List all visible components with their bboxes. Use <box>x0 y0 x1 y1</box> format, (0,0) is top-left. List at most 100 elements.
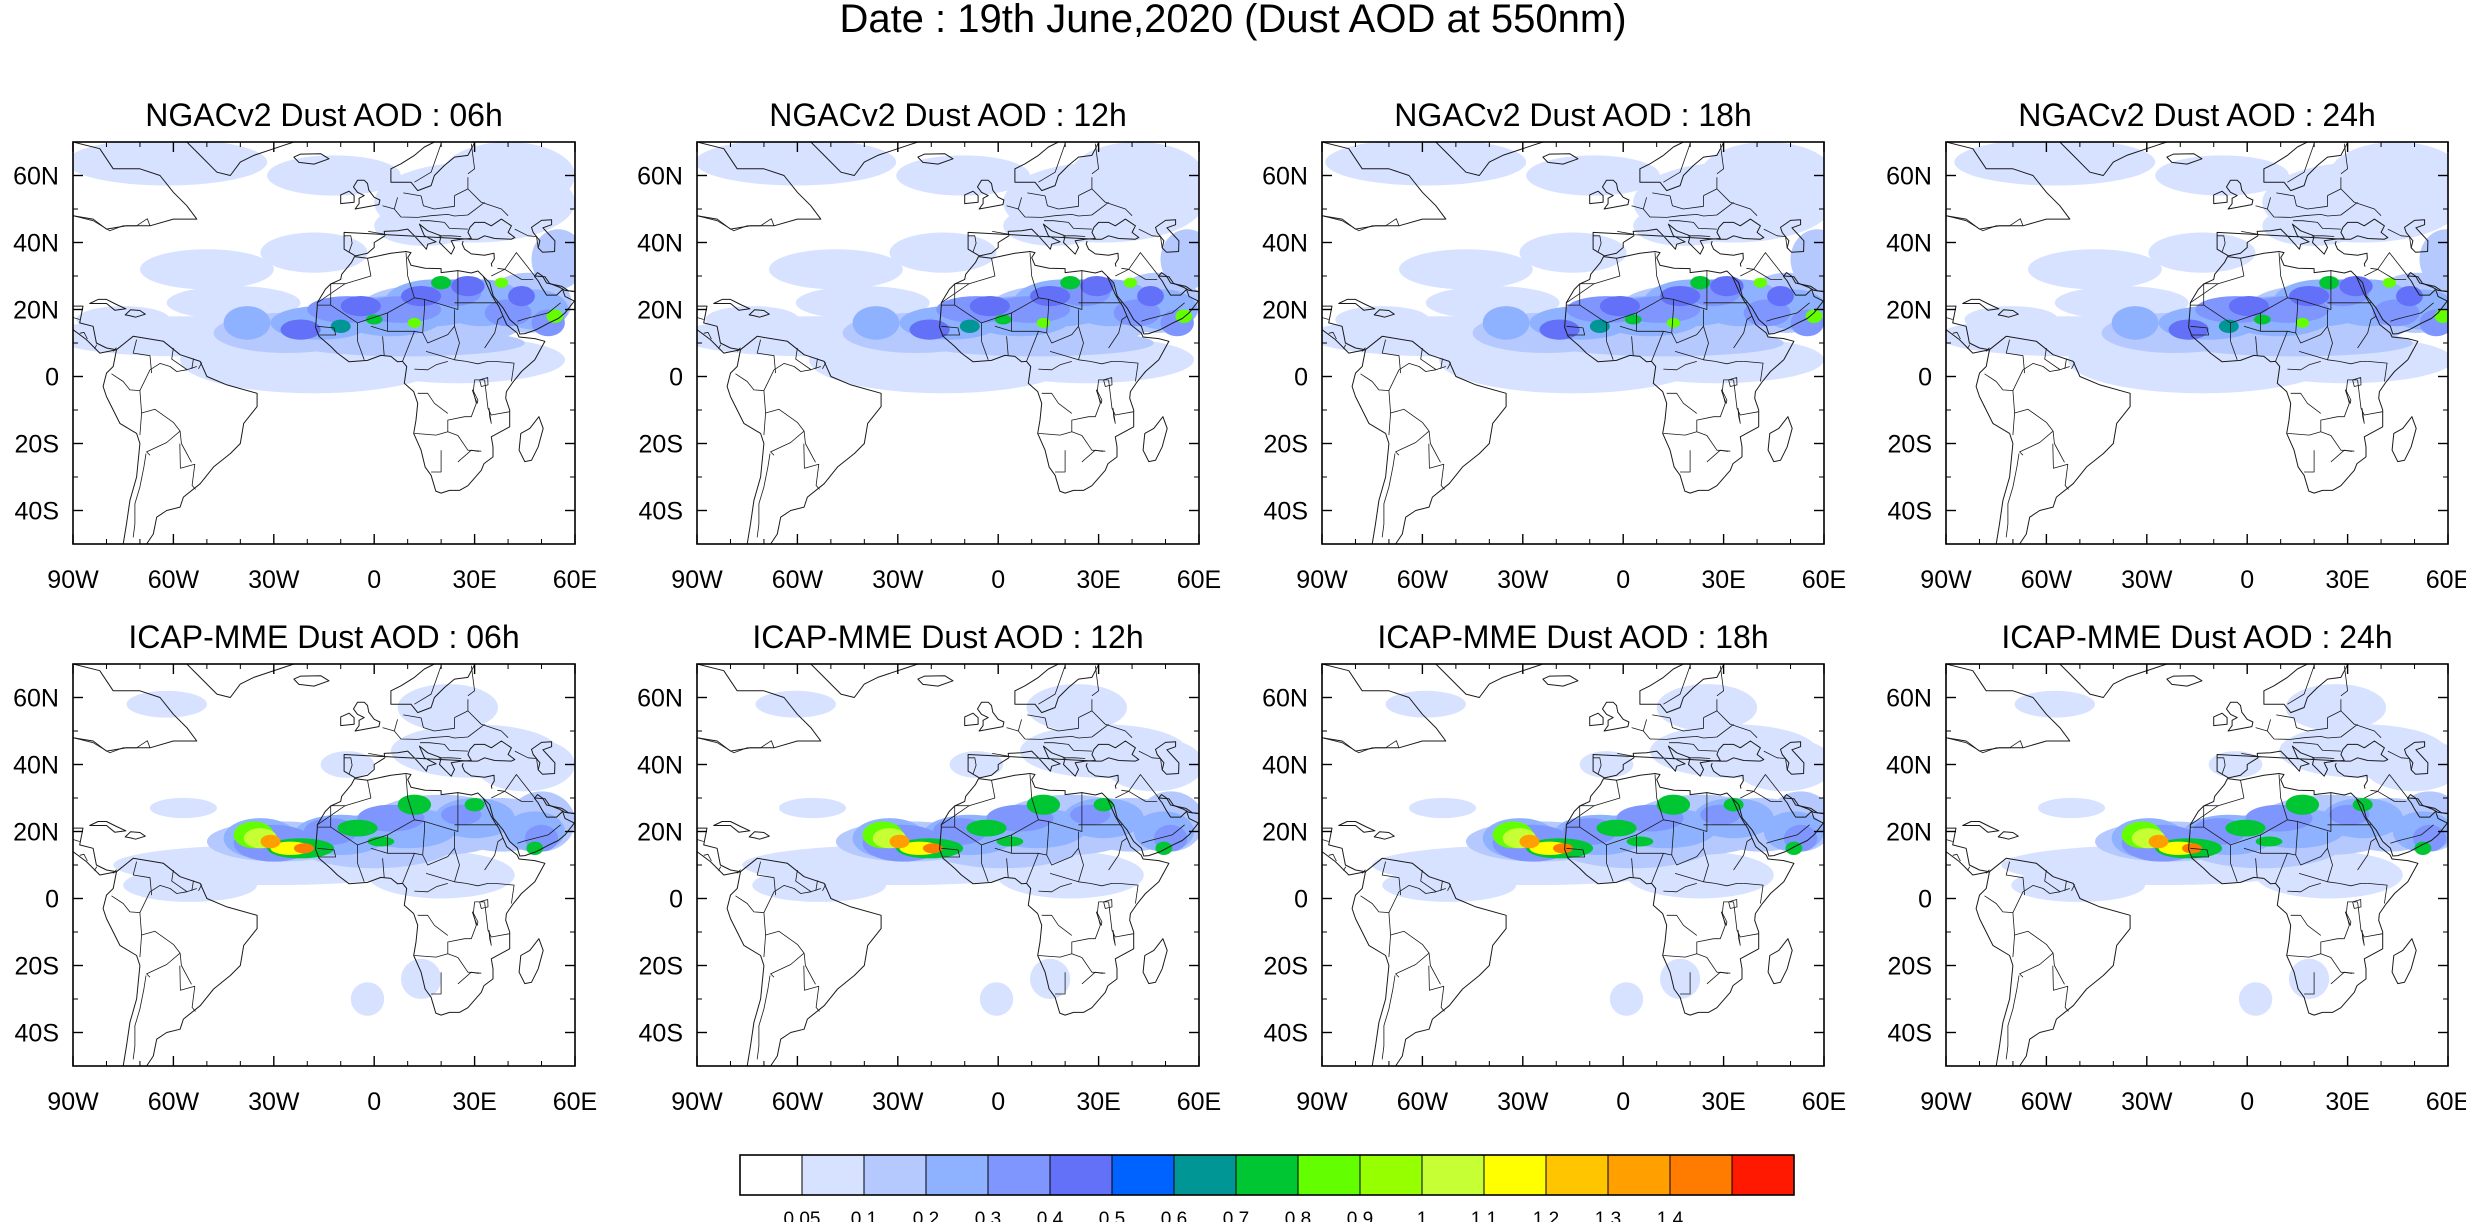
country-border <box>420 220 468 230</box>
coastline-europe <box>1592 740 1765 779</box>
aod-contour <box>889 232 997 273</box>
country-border <box>2330 449 2353 463</box>
country-border <box>2297 270 2332 310</box>
country-border <box>94 866 98 871</box>
aod-contour <box>2038 797 2105 819</box>
aod-contour <box>123 868 257 902</box>
aod-contour <box>330 319 351 333</box>
country-border <box>718 344 722 349</box>
country-border <box>1038 297 1049 333</box>
colorbar-label: 0.05 <box>784 1209 821 1222</box>
country-border <box>770 430 805 456</box>
x-tick-label: 60E <box>2426 566 2466 594</box>
map-panel: NGACv2 Dust AOD : 06h 90W 60W 30W 0 30E 60E 60N… <box>13 97 597 594</box>
country-border <box>424 270 459 310</box>
country-border <box>1038 143 1066 183</box>
country-border <box>457 971 480 985</box>
coastline-cuba <box>713 298 751 311</box>
map-panel: NGACv2 Dust AOD : 12h 90W 60W 30W 0 30E 60E 60N… <box>637 97 1221 594</box>
country-border <box>414 883 448 893</box>
country-border <box>2287 819 2298 856</box>
country-border <box>1952 331 1961 340</box>
aod-contour <box>1103 737 1199 792</box>
coastline-cuba <box>89 821 127 833</box>
country-border <box>697 317 704 320</box>
country-border <box>2287 361 2321 371</box>
country-border <box>393 197 398 210</box>
country-border <box>1048 792 1083 832</box>
country-border <box>1716 143 1724 175</box>
aod-contour <box>149 797 217 819</box>
aod-field <box>73 142 575 544</box>
coastline-scandinavia <box>1014 664 1100 714</box>
country-border <box>73 737 151 754</box>
country-border <box>763 412 766 436</box>
coastline-arabia <box>482 272 575 335</box>
country-border <box>198 884 203 891</box>
country-border <box>1038 819 1049 856</box>
country-border <box>2364 252 2409 277</box>
country-border <box>1642 719 1647 732</box>
country-border <box>941 258 996 304</box>
country-border <box>1046 309 1079 344</box>
aod-contour <box>2148 834 2169 849</box>
y-tick-label: 40N <box>13 752 59 780</box>
colorbar-label: 0.8 <box>1285 1209 1311 1222</box>
coastline-britain <box>353 701 381 732</box>
country-border <box>992 231 1009 235</box>
aod-contour <box>1539 319 1580 340</box>
colorbar-swatch <box>801 1154 865 1196</box>
country-border <box>1381 453 1396 538</box>
aod-contour <box>441 142 575 209</box>
country-border <box>941 325 961 336</box>
aod-contour <box>1335 306 1430 333</box>
country-border <box>1952 853 1961 862</box>
country-border <box>2044 869 2061 892</box>
country-border <box>2276 192 2295 197</box>
country-border <box>1687 757 1711 759</box>
country-border <box>1669 742 1717 752</box>
country-border <box>1440 880 1443 891</box>
coastline-caspian <box>1155 741 1180 775</box>
aod-contour <box>2054 286 2189 320</box>
country-border <box>1108 315 1128 349</box>
country-border <box>514 228 539 248</box>
colorbar-swatch <box>987 1154 1051 1196</box>
coastline-iceland <box>293 675 330 687</box>
colorbar-swatch <box>1421 1154 1485 1196</box>
country-border <box>1740 252 1785 277</box>
aod-contour <box>1123 277 1138 288</box>
lake <box>1112 407 1116 424</box>
x-tick-label: 0 <box>991 1088 1005 1116</box>
coastline-greenland <box>186 664 295 698</box>
country-border <box>112 347 117 352</box>
coastline-africa <box>2188 251 2419 494</box>
y-tick-label: 20N <box>1262 297 1308 325</box>
coastline-camerica <box>697 305 741 354</box>
y-tick-label: 0 <box>669 364 683 392</box>
coastline-africa <box>939 251 1170 494</box>
country-border <box>179 965 196 1012</box>
coastline-ireland <box>1589 712 1604 727</box>
country-border <box>1006 723 1109 740</box>
country-border <box>697 839 704 842</box>
aod-contour <box>2319 276 2340 290</box>
coastline-africa <box>315 251 546 494</box>
country-border <box>405 252 415 298</box>
coastline-samerica <box>726 857 882 1066</box>
country-border <box>132 861 152 896</box>
lake <box>2352 899 2362 909</box>
aod-contour <box>2295 317 2310 328</box>
country-border <box>1026 331 1039 362</box>
aod-contour <box>2253 314 2271 325</box>
coastline-iceland <box>2166 675 2203 687</box>
country-border <box>1420 347 1437 370</box>
coastline-ireland <box>2213 190 2228 205</box>
y-tick-label: 20S <box>15 953 59 981</box>
country-border <box>1447 884 1452 891</box>
country-border <box>393 719 398 732</box>
country-border <box>1038 665 1066 705</box>
colorbar-label: 0.4 <box>1037 1209 1064 1222</box>
country-border <box>2390 302 2434 322</box>
country-border <box>2327 326 2333 360</box>
